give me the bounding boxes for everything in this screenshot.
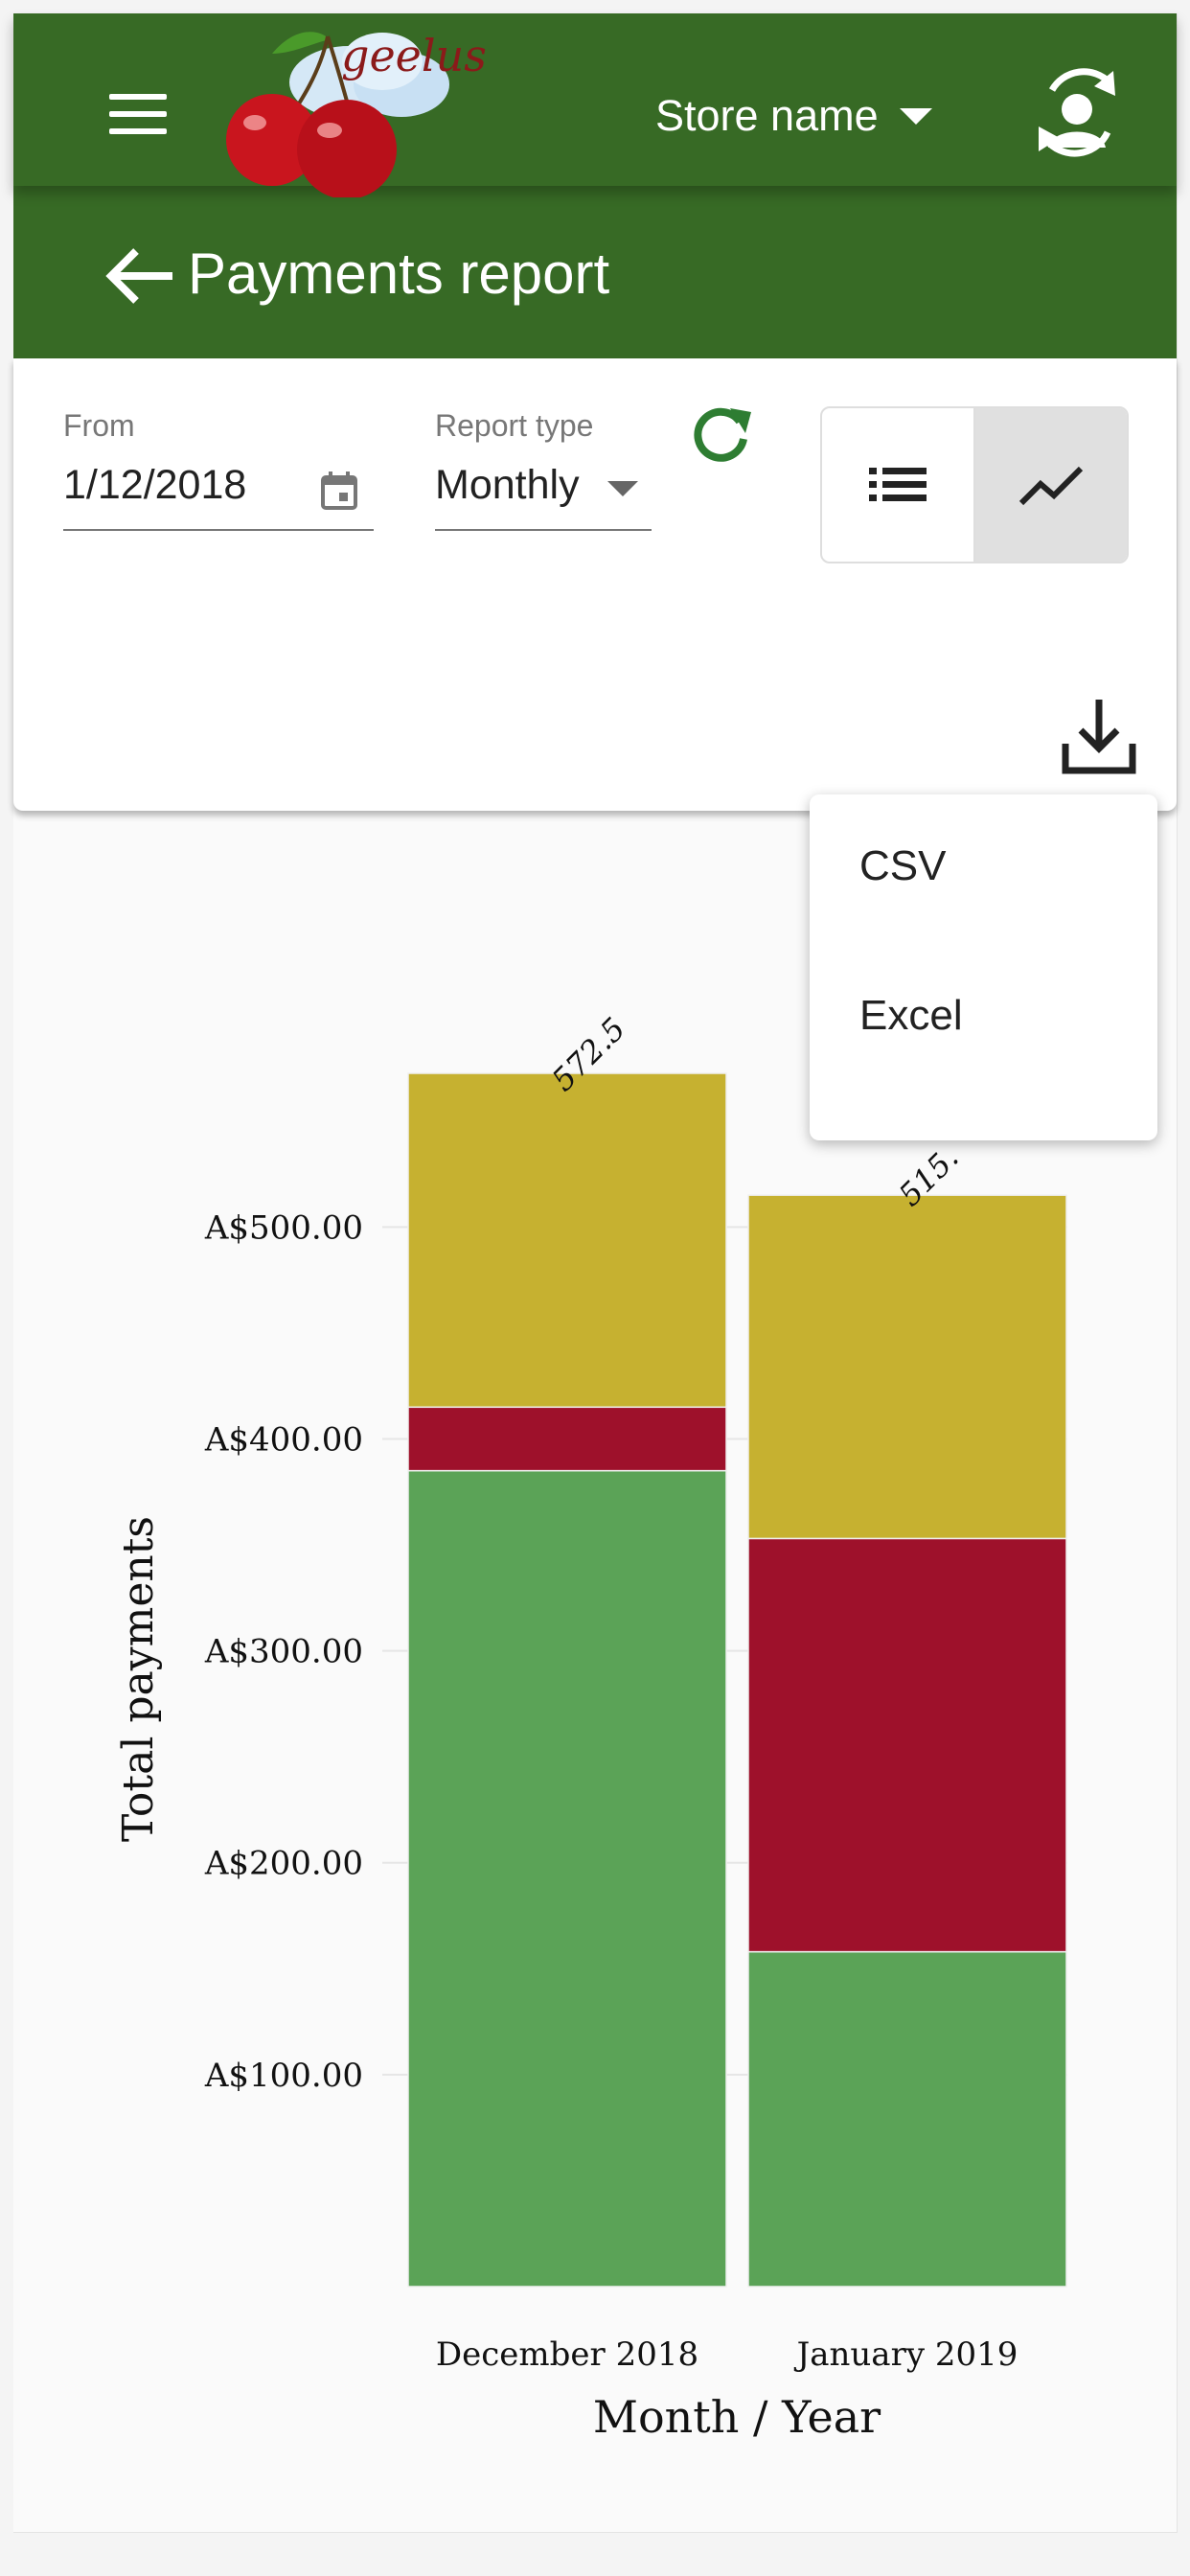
from-underline (63, 529, 374, 531)
bar-segment (747, 1537, 1067, 1953)
page-header: Payments report (13, 186, 1177, 358)
dropdown-caret-icon[interactable] (607, 481, 638, 496)
bar-segment (407, 1072, 727, 1409)
y-tick-label: A$100.00 (204, 2057, 363, 2095)
report-type-select[interactable]: Monthly (435, 462, 580, 508)
bar-stack-group (407, 1072, 1067, 2288)
filter-panel: From 1/12/2018 Report type Monthly (13, 358, 1177, 811)
page-title: Payments report (188, 242, 610, 306)
calendar-icon[interactable] (320, 470, 358, 512)
report-type-underline (435, 529, 652, 531)
list-icon (869, 468, 927, 501)
export-excel-label: Excel (859, 992, 963, 1039)
top-app-bar: geelus Store name (13, 13, 1177, 197)
download-icon[interactable] (1056, 694, 1142, 780)
bar-segment (747, 1194, 1067, 1540)
y-tick-label: A$200.00 (204, 1845, 363, 1883)
bar-segment (407, 1469, 727, 2288)
account-switch-icon[interactable] (1025, 61, 1129, 165)
payments-chart: A$100.00 A$200.00 A$300.00 A$400.00 A$500.00… (114, 1010, 1067, 2443)
hamburger-menu-icon[interactable] (96, 80, 182, 148)
x-tick-label: December 2018 (436, 2335, 698, 2374)
from-date-field[interactable]: 1/12/2018 (63, 462, 247, 508)
export-csv-option[interactable]: CSV (810, 794, 1157, 938)
geelus-logo: geelus (226, 30, 487, 197)
chevron-down-icon (899, 107, 932, 125)
y-tick-label: A$300.00 (204, 1633, 363, 1671)
export-menu: CSV Excel (810, 794, 1157, 1140)
y-tick-label: A$500.00 (204, 1208, 363, 1247)
x-tick-label: January 2019 (794, 2335, 1018, 2374)
store-selector[interactable]: Store name (655, 82, 932, 150)
y-tick-label: A$400.00 (204, 1420, 363, 1459)
bar-segment (407, 1406, 727, 1472)
bar-segment (747, 1950, 1067, 2288)
back-arrow-icon[interactable] (94, 238, 186, 314)
y-axis-label: Total payments (114, 1516, 163, 1842)
x-axis-label: Month / Year (593, 2391, 881, 2443)
refresh-icon[interactable] (684, 401, 757, 473)
list-view-button[interactable] (822, 408, 975, 562)
store-name-label: Store name (655, 91, 879, 140)
report-type-label: Report type (435, 408, 594, 443)
logo-text: geelus (341, 30, 487, 81)
export-excel-option[interactable]: Excel (810, 944, 1157, 1088)
from-label: From (63, 408, 135, 443)
trending-line-icon (1018, 466, 1084, 506)
view-toggle-group (820, 406, 1129, 564)
export-csv-label: CSV (859, 842, 947, 889)
chart-view-button[interactable] (975, 408, 1127, 562)
